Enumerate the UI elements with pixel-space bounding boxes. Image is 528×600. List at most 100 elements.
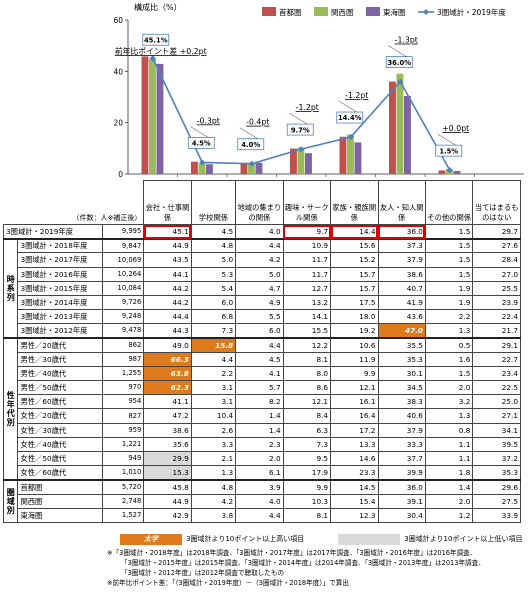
table-cell: 44.4 [143,309,192,325]
table-cell: 29.9 [143,450,192,467]
row-label: 3圏域計・2018年度 [17,237,104,254]
sample-size: 9,478 [102,323,145,339]
table-cell: 4.8 [190,478,237,495]
table-cell: 16.1 [330,394,379,410]
sample-size: 10,084 [102,280,145,296]
table-cell: 43.6 [377,309,426,325]
table-cell: 39.9 [377,465,426,481]
bar [255,162,263,174]
table-cell: 15.2 [330,252,379,268]
table-cell: 1.5 [424,266,474,282]
bar [198,163,206,174]
y-tick-label: 0 [118,170,123,179]
table-cell: 4.7 [235,280,284,296]
row-label: 3圏域計・2017年度 [17,252,104,268]
row-label: 男性／40歳代 [17,365,104,382]
row-label: 首都圏 [17,478,104,495]
table-cell: 15.5 [282,323,332,339]
table-cell: 22.5 [472,380,521,396]
footnotes: ※「3圏域計・2018年度」は2018年調査、「3圏域計・2017年度」は201… [107,548,525,588]
table-cell: 47.0 [377,323,426,339]
legend-swatch [314,7,328,16]
sample-size: 1,255 [102,365,145,382]
data-table: （件数：人※補正後） 会社・仕事関係 学校関係 地域の集まりの関係 趣味・サークル関係家… [2,180,521,523]
table-cell: 4.9 [235,294,284,311]
table-cell: 15.7 [330,266,379,282]
diff-leader [289,112,308,125]
sample-size: 862 [102,336,145,353]
table-cell: 34.5 [377,380,426,396]
table-cell: 44.3 [143,323,192,339]
table-cell: 9.9 [282,478,332,495]
sample-size: 10,069 [102,252,145,268]
bar [297,147,305,174]
sample-size: 9,847 [102,237,145,254]
table-cell: 35.3 [472,465,521,481]
diff-label: 前年比ポイント差 +0.2pt [115,46,207,56]
legend-swatch [262,7,276,16]
table-row: 3圏域計・2016年度 10,264 44.1 5.3 5.0 11.7 15.7 38.6 1… [4,266,521,282]
table-cell: 3.1 [190,380,237,396]
table-cell: 47.2 [143,408,192,424]
bar [149,58,156,174]
footnote-line: ※「3圏域計・2018年度」は2018年調査、「3圏域計・2017年度」は201… [107,549,477,557]
row-group-label: 時 系 列 [2,237,19,339]
table-cell: 0.5 [424,336,474,353]
table-cell: 4.5 [235,351,284,367]
bar [438,170,446,174]
table-cell: 15.7 [330,280,379,296]
table-cell: 40.6 [377,408,426,424]
row-group-label: 性 年 代 別 [2,337,19,481]
table-cell: 38.3 [377,394,426,410]
table-cell: 9.9 [330,365,379,382]
legend-swatch [366,7,380,16]
table-cell: 3.3 [190,436,237,453]
table-cell: 5.7 [235,380,284,396]
sample-size: 1,010 [102,465,145,481]
row-label: 男性／30歳代 [17,351,104,367]
row-label: 女性／20歳代 [17,408,104,424]
table-cell: 23.9 [472,294,521,311]
line-marker [248,160,255,167]
column-header: 趣味・サークル関係 [282,180,332,225]
table-cell: 42.9 [143,507,192,523]
bar [305,153,312,174]
table-cell: 2.1 [190,450,237,467]
table-cell: 2.0 [424,493,474,509]
table-cell: 9.5 [282,450,332,467]
table-cell: 7.3 [190,323,237,339]
y-tick-label: 40 [113,67,123,76]
line-marker [149,55,156,62]
table-row: 関西圏 2,748 44.9 4.2 4.0 10.3 15.4 39.1 2.0 27.5 [4,493,521,509]
table-cell: 44.2 [143,280,192,296]
table-row: 女性／30歳代 959 38.6 2.6 1.4 6.3 17.2 37.9 0.8 34.1 [4,422,521,438]
table-cell: 15.8 [190,336,237,353]
table-cell: 8.2 [235,394,284,410]
table-row: 女性／50歳代 949 29.9 2.1 2.0 9.5 14.6 37.7 1.1 37.2 [4,450,521,467]
diff-leader [338,100,357,113]
y-tick-label: 20 [113,119,123,128]
table-cell: 39.1 [377,493,426,509]
table-header-row: （件数：人※補正後） 会社・仕事関係 学校関係 地域の集まりの関係 趣味・サークル関係家… [4,180,521,225]
sample-size: 959 [102,422,145,438]
row-label: 3圏域計・2015年度 [17,280,104,296]
diff-label: +0.0pt [442,124,469,133]
line-marker [347,134,354,141]
table-cell: 38.6 [143,422,192,438]
row-label: 3圏域計・2012年度 [17,323,104,339]
table-cell: 12.1 [282,394,332,410]
bar [347,134,354,174]
data-label-box [286,123,314,136]
table-cell: 2.3 [235,436,284,453]
table-cell: 21.7 [472,323,521,339]
low-highlight-swatch [338,533,401,545]
row-label: 女性／30歳代 [17,422,104,438]
row-label: 男性／60歳代 [17,394,104,410]
table-cell: 12.2 [282,336,332,353]
table-cell: 4.2 [235,252,284,268]
y-tick-label: 60 [113,16,123,25]
table-row: 東海圏 1,527 42.9 3.8 4.4 8.1 12.3 30.4 1.2 33.9 [4,507,521,523]
data-label: 14.4% [338,114,362,122]
sample-size: 949 [102,450,145,467]
legend-label: 3圏域計・2019年度 [437,7,506,17]
